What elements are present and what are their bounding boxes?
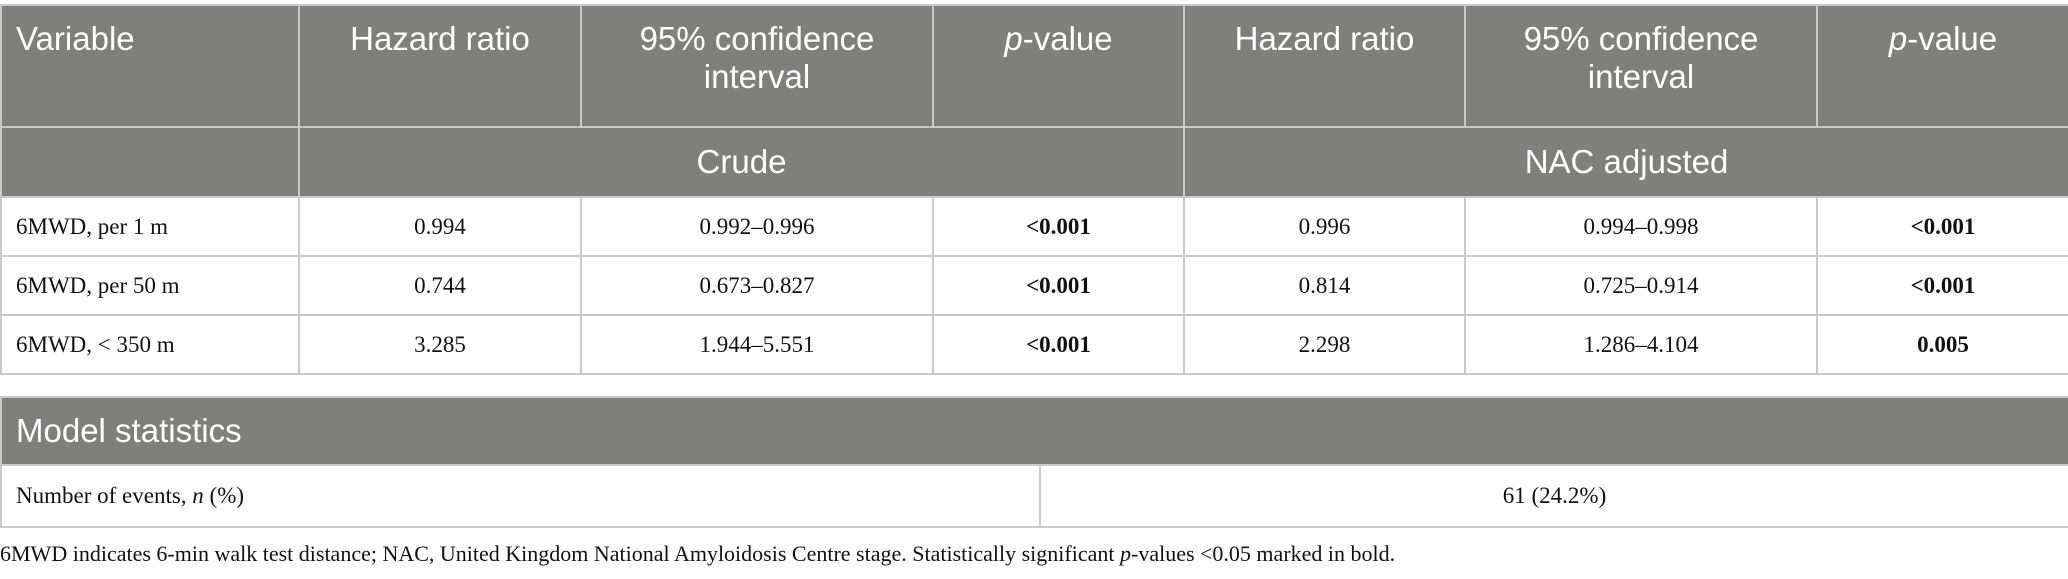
table-row: 6MWD, < 350 m 3.285 1.944–5.551 <0.001 2… [0, 314, 2068, 375]
table-row: 6MWD, per 1 m 0.994 0.992–0.996 <0.001 0… [0, 196, 2068, 257]
group-empty [0, 126, 300, 198]
cell-crude-ci: 0.992–0.996 [580, 196, 934, 257]
group-nac-adjusted: NAC adjusted [1183, 126, 2068, 198]
cell-adj-ci: 1.286–4.104 [1464, 314, 1818, 375]
cell-crude-hr: 0.744 [298, 255, 582, 316]
cell-adj-ci: 0.725–0.914 [1464, 255, 1818, 316]
number-of-events-value: 61 (24.2%) [1038, 464, 2068, 528]
group-row: Crude NAC adjusted [0, 126, 2068, 198]
model-header-row: Model statistics [0, 396, 2068, 466]
cell-adj-hr: 0.814 [1183, 255, 1466, 316]
cell-adj-p: <0.001 [1816, 255, 2068, 316]
cell-variable: 6MWD, per 50 m [0, 255, 300, 316]
cell-adj-ci: 0.994–0.998 [1464, 196, 1818, 257]
cell-variable: 6MWD, per 1 m [0, 196, 300, 257]
cell-variable: 6MWD, < 350 m [0, 314, 300, 375]
col-crude-ci: 95% confidence interval [580, 4, 934, 128]
header-row: Variable Hazard ratio 95% confidence inte… [0, 4, 2068, 128]
cell-crude-p: <0.001 [932, 196, 1185, 257]
cell-crude-ci: 1.944–5.551 [580, 314, 934, 375]
col-adj-ci: 95% confidence interval [1464, 4, 1818, 128]
cell-crude-p: <0.001 [932, 314, 1185, 375]
model-statistics-title: Model statistics [0, 396, 2068, 466]
cell-crude-hr: 0.994 [298, 196, 582, 257]
cell-crude-ci: 0.673–0.827 [580, 255, 934, 316]
cell-adj-hr: 2.298 [1183, 314, 1466, 375]
col-crude-p-value: p-value [932, 4, 1185, 128]
table-footnote: 6MWD indicates 6-min walk test distance;… [0, 541, 1396, 566]
cell-adj-p: <0.001 [1816, 196, 2068, 257]
col-adj-p-value: p-value [1816, 4, 2068, 128]
group-crude: Crude [298, 126, 1185, 198]
table-row: 6MWD, per 50 m 0.744 0.673–0.827 <0.001 … [0, 255, 2068, 316]
hazard-ratio-table: Variable Hazard ratio 95% confidence inte… [0, 4, 2068, 375]
col-adj-hazard-ratio: Hazard ratio [1183, 4, 1466, 128]
cell-crude-p: <0.001 [932, 255, 1185, 316]
table-row: Number of events, n (%) 61 (24.2%) [0, 464, 2068, 528]
number-of-events-label: Number of events, n (%) [0, 464, 1041, 528]
col-crude-hazard-ratio: Hazard ratio [298, 4, 582, 128]
col-variable: Variable [0, 4, 300, 128]
cell-adj-p: 0.005 [1816, 314, 2068, 375]
cell-adj-hr: 0.996 [1183, 196, 1466, 257]
cell-crude-hr: 3.285 [298, 314, 582, 375]
model-statistics-table: Model statistics Number of events, n (%)… [0, 396, 2068, 528]
